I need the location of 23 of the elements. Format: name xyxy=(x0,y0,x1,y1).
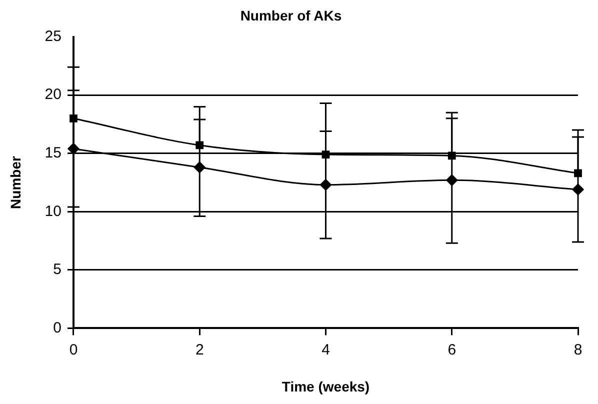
point xyxy=(448,152,456,160)
y-tick-label: 5 xyxy=(53,261,62,278)
point xyxy=(574,169,582,178)
y-tick-label: 20 xyxy=(44,86,62,104)
x-tick-label: 8 xyxy=(574,341,582,358)
point xyxy=(194,162,206,174)
point xyxy=(322,150,330,158)
chart-title: Number of AKs xyxy=(240,7,342,24)
x-tick-label: 6 xyxy=(448,341,456,358)
point xyxy=(446,174,458,186)
y-tick-label: 15 xyxy=(44,144,62,162)
point xyxy=(70,114,78,122)
x-axis-title: Time (weeks) xyxy=(282,378,370,394)
point xyxy=(572,184,584,196)
x-tick-label: 2 xyxy=(195,341,204,358)
y-tick-label: 10 xyxy=(44,202,62,220)
x-tick-label: 0 xyxy=(69,341,78,358)
y-axis-title: Number xyxy=(7,156,24,209)
point xyxy=(320,179,332,191)
point xyxy=(196,141,204,150)
y-tick-label: 25 xyxy=(44,28,62,45)
y-tick-label: 0 xyxy=(53,319,62,336)
x-tick-label: 4 xyxy=(322,341,330,358)
